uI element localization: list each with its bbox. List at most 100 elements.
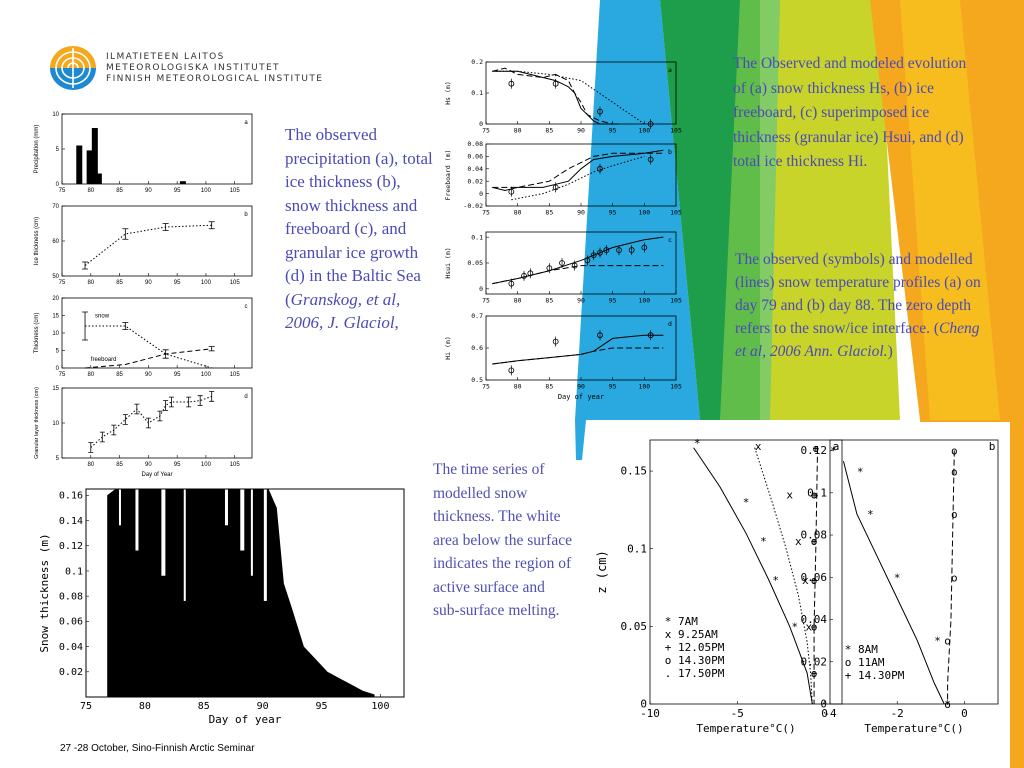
cheng_b-ytick-label: 0.06 <box>467 153 483 161</box>
granskog_d-xtick-label: 85 <box>116 462 123 468</box>
snow-thickness-figure: 75 80 85 90 95 100 0.02 0.04 0.06 0.08 0.1 0.12 0.14… <box>38 488 405 726</box>
granular-errorbar <box>209 391 215 402</box>
melt-streak <box>161 489 166 576</box>
cheng_d-panel-label: d <box>668 320 672 328</box>
freeboard-annotation: freeboard <box>91 357 117 363</box>
cheng_b-xtick-label: 85 <box>545 209 553 217</box>
precip-bar <box>76 145 83 184</box>
ice-thickness-errorbar <box>122 228 129 240</box>
granskog_c-ytick-label: 5 <box>56 349 60 355</box>
temp-b-obs-11am: o <box>951 445 958 458</box>
cheng_a-ytick-label: 0 <box>479 120 483 128</box>
snow_series-ytick-label: 0.14 <box>59 516 83 527</box>
temp-a-legend-symbol: . <box>665 667 672 680</box>
snow_series-xlabel: Day of year <box>209 713 282 726</box>
ice-thickness-errorbar <box>208 221 215 230</box>
temp_profile_b-xtick-label: -2 <box>891 707 904 720</box>
cheng_b-model-line <box>492 149 664 192</box>
cheng_d-ylabel: Hi (m) <box>444 336 452 359</box>
temp-b-legend-symbol: + <box>845 669 852 682</box>
cheng_b-model-line <box>492 152 664 188</box>
temp-a-legend-symbol: * <box>665 615 672 628</box>
temp-b-legend-label: 8AM <box>858 643 878 656</box>
cheng_d-xtick-label: 80 <box>514 383 522 391</box>
melt-streak <box>263 489 267 601</box>
caption-middle-bottom: The time series of modelled snow thickne… <box>433 461 572 619</box>
granular-errorbar <box>145 417 151 429</box>
granskog_a-xtick-label: 85 <box>116 188 123 194</box>
cheng_c-xtick-label: 100 <box>638 297 650 305</box>
granskog_b-panel-label: b <box>244 212 248 218</box>
granular-errorbar <box>197 395 203 406</box>
cheng_a-ytick-label: 0.1 <box>471 89 483 97</box>
granskog_c-ytick-label: 10 <box>52 331 59 337</box>
granskog_c-ytick-label: 20 <box>52 296 59 302</box>
cheng_c-xtick-label: 80 <box>514 297 522 305</box>
snow_series-ytick-label: 0.04 <box>59 642 83 653</box>
temp_profile_b-panel-label: b <box>989 440 996 453</box>
granskog_c-ytick-label: 0 <box>56 366 60 372</box>
temp_profile_a-xlabel: Temperature°C() <box>696 722 795 735</box>
temp_profile_b-ytick-label: 0 <box>820 698 827 711</box>
temp-a-legend-symbol: + <box>665 641 672 654</box>
cheng_a-xtick-label: 100 <box>638 127 650 135</box>
cheng_d-xlabel: Day of year <box>558 393 604 401</box>
granskog_b-xtick-label: 75 <box>59 280 66 286</box>
cheng_b-xtick-label: 100 <box>638 209 650 217</box>
temp-b-obs-8am: * <box>830 445 837 458</box>
institute-name-sv: METEOROLOGISKA INSTITUTET <box>106 63 280 73</box>
granskog_c-xtick-label: 90 <box>145 372 152 378</box>
cheng_b-xtick-label: 95 <box>609 209 617 217</box>
temp-b-obs-11am: o <box>951 466 958 479</box>
cheng_a-model-line <box>492 70 645 125</box>
temp_profile_a-xtick-label: -10 <box>640 707 660 720</box>
temp-a-obs-1205pm: + <box>811 574 818 587</box>
precip-bar <box>95 173 102 184</box>
snow_series-xtick-label: 85 <box>198 701 210 712</box>
cheng_d-xtick-label: 90 <box>577 383 585 391</box>
caption-right-top: The Observed and modeled evolution of (a… <box>733 55 967 170</box>
granskog_b-xtick-label: 85 <box>116 280 123 286</box>
granskog_d-xtick-label: 100 <box>201 462 212 468</box>
temp_profile_a-ylabel: z (cm) <box>595 550 609 593</box>
snow_series-xtick-label: 95 <box>316 701 328 712</box>
cheng_c-ylabel: Hsui (m) <box>444 247 452 278</box>
temp-a-legend-label: 14.30PM <box>678 654 725 667</box>
granskog_c-xtick-label: 95 <box>174 372 181 378</box>
cheng_c-model-line <box>492 265 664 285</box>
granskog_d-xtick-label: 90 <box>145 462 152 468</box>
temp_profile_b-ytick-label: 0.06 <box>801 571 828 584</box>
snow_series-xtick-label: 80 <box>139 701 151 712</box>
snow_series-xtick-label: 75 <box>80 701 92 712</box>
cheng_a-xtick-label: 80 <box>514 127 522 135</box>
snow-errorbar <box>82 311 89 341</box>
temp-a-obs-1430pm: o <box>811 667 818 680</box>
snow_series-ytick-label: 0.08 <box>59 591 83 602</box>
cheng_c-xtick-label: 85 <box>545 297 553 305</box>
caption-left: The observed precipitation (a), total ic… <box>285 125 433 333</box>
temp_profile_a-ytick-label: 0.05 <box>621 620 648 633</box>
temp-b-obs-11am: o <box>951 571 958 584</box>
temp-b-obs-8am: * <box>894 571 901 584</box>
cheng_a-model-line <box>492 67 613 125</box>
cheng_c-model-line <box>492 236 664 285</box>
temp_profile_a-xtick-label: 0 <box>821 707 828 720</box>
cheng_b-xtick-label: 90 <box>577 209 585 217</box>
temp-a-legend-symbol: x <box>665 628 672 641</box>
cheng_c-ytick-label: 0 <box>479 285 483 293</box>
granskog_d-xlabel: Day of Year <box>141 472 172 478</box>
cheng_a-ytick-label: 0.2 <box>471 58 483 66</box>
temp-profile-panel <box>590 422 1010 768</box>
temp-a-obs-1430pm: o <box>813 442 820 455</box>
temp-b-obs-11am: o <box>951 508 958 521</box>
temp-a-model-line <box>813 447 819 704</box>
caption-left-citation: Granskog, et al, 2006, J. Glaciol <box>285 289 401 333</box>
footer-text: 27 -28 October, Sino-Finnish Arctic Semi… <box>60 743 255 754</box>
cheng_d-xtick-label: 95 <box>609 383 617 391</box>
granskog_d-ytick-label: 10 <box>52 421 59 427</box>
temp-b-legend-label: 11AM <box>858 656 885 669</box>
temp-a-obs-1430pm: o <box>811 574 818 587</box>
temp-a-obs-925am: x <box>802 574 809 587</box>
granskog_d-ytick-label: 15 <box>52 386 59 392</box>
